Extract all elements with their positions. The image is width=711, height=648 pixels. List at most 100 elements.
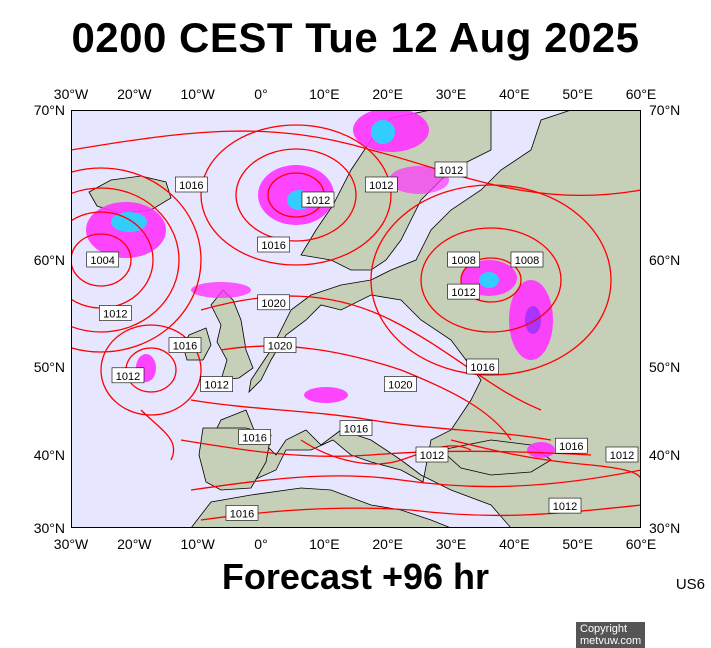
map-frame [71, 110, 641, 528]
isobar-label: 1012 [548, 497, 582, 514]
isobar-label-box [365, 176, 398, 193]
isobar-label-text: 1012 [439, 165, 463, 177]
forecast-label: Forecast +96 hr [221, 556, 490, 597]
longitude-label: 30°W [53, 536, 89, 552]
isobar-label-box [257, 294, 290, 311]
isobar-label-box [86, 251, 119, 268]
longitude-label: 0° [254, 536, 268, 552]
longitude-label: 60°E [625, 86, 657, 102]
isobar [235, 148, 357, 242]
isobar-label: 1016 [555, 437, 588, 454]
isobar-label-text: 1012 [610, 450, 634, 462]
isobar-labels: 1012 1012 1012 1016 1016 1004 1008 1008 1012 1012… [86, 161, 639, 521]
isobar-label-text: 1012 [451, 287, 475, 299]
isobar [460, 257, 522, 303]
isobar-label-text: 1020 [388, 380, 412, 392]
isobar-label-text: 1012 [116, 371, 140, 383]
longitude-label: 50°E [562, 536, 593, 552]
isobar-label-text: 1012 [369, 180, 393, 192]
isobar-label-box [301, 191, 335, 208]
isobar [190, 399, 552, 441]
forecast-map: 1012 1012 1012 1016 1016 1004 1008 1008 1012 1012… [0, 108, 646, 648]
isobar-label-box [99, 305, 132, 321]
isobar-label-box [447, 283, 480, 300]
isobar-label-text: 1016 [344, 424, 368, 436]
isobar-label: 1012 [301, 191, 335, 208]
map-title: 0200 CEST Tue 12 Aug 2025 [71, 14, 640, 61]
latitude-label: 40°N [33, 447, 65, 463]
latitude-label: 70°N [33, 102, 65, 118]
isobar [200, 124, 392, 266]
longitude-label: 40°E [499, 536, 530, 552]
isobar-label-box [175, 176, 208, 193]
isobar [70, 130, 642, 197]
longitude-label: 20°W [117, 536, 152, 552]
longitude-label: 30°E [435, 536, 467, 552]
latitude-label: 60°N [649, 252, 681, 268]
isobar-label: 1016 [339, 420, 373, 436]
isobar-label-box [339, 420, 373, 436]
isobar-label-box [257, 236, 290, 253]
isobar-label-text: 1016 [179, 180, 203, 192]
isobar-label-text: 1016 [173, 341, 197, 353]
isobar-label-text: 1012 [204, 380, 228, 392]
isobar-label: 1012 [111, 367, 145, 384]
land-masses [88, 109, 642, 529]
isobar-label-text: 1016 [242, 432, 266, 444]
isobar-label-box [415, 446, 449, 463]
longitude-label: 60°E [625, 536, 657, 552]
isobar [100, 324, 202, 416]
model-code: US6 [675, 576, 705, 593]
longitude-label: 40°E [499, 86, 530, 102]
longitude-label: 20°E [372, 536, 403, 552]
isobar-label: 1016 [466, 358, 499, 375]
isobar [190, 469, 642, 491]
longitude-label: 0° [254, 86, 268, 102]
isobar-label-text: 1008 [515, 255, 539, 267]
isobar-label: 1012 [434, 161, 468, 178]
longitude-label: 30°W [53, 86, 89, 102]
great-britain [210, 289, 254, 381]
isobar-label-text: 1016 [230, 508, 254, 520]
isobar-label-box [225, 505, 259, 521]
isobar-label: 1016 [225, 505, 259, 521]
continental-europe [205, 109, 642, 529]
isobar-label: 1004 [86, 251, 119, 268]
rain-volga-core [525, 306, 541, 334]
isobar-label-text: 1020 [268, 341, 292, 353]
latitude-label: 50°N [649, 359, 681, 375]
longitude-label: 20°E [372, 86, 403, 102]
isobar-label-text: 1012 [553, 501, 577, 513]
isobars [0, 124, 642, 521]
isobar-label: 1020 [257, 294, 290, 311]
isobar-label: 1020 [384, 376, 417, 392]
latitude-label: 60°N [33, 252, 65, 268]
isobar-label-box [555, 437, 588, 454]
rain-sweden [389, 166, 449, 194]
isobar-label: 1008 [510, 251, 544, 268]
longitude-label: 10°W [180, 536, 215, 552]
isobar [370, 184, 612, 376]
rain-lapland-core [371, 120, 395, 144]
isobar-label: 1012 [365, 176, 398, 193]
latitude-label: 30°N [33, 520, 65, 536]
isobar-label-box [263, 337, 297, 353]
isobar-label-text: 1016 [470, 362, 494, 374]
isobar-label: 1016 [175, 176, 208, 193]
isobar-label-text: 1012 [420, 450, 444, 462]
isobar-label-box [111, 367, 145, 384]
isobar-label-text: 1008 [451, 255, 475, 267]
isobar-label-box [548, 497, 582, 514]
isobar-label-box [168, 337, 202, 353]
isobar-label: 1008 [447, 251, 480, 268]
isobar-label: 1020 [263, 337, 297, 353]
isobar-label: 1012 [447, 283, 480, 300]
isobar-label-box [447, 251, 480, 268]
isobar-label: 1016 [168, 337, 202, 353]
isobar-label-box [384, 376, 417, 392]
isobar-label-box [434, 161, 468, 178]
isobar [180, 439, 592, 457]
isobar [420, 227, 562, 333]
longitude-label: 10°E [309, 86, 340, 102]
longitude-label: 50°E [562, 86, 593, 102]
